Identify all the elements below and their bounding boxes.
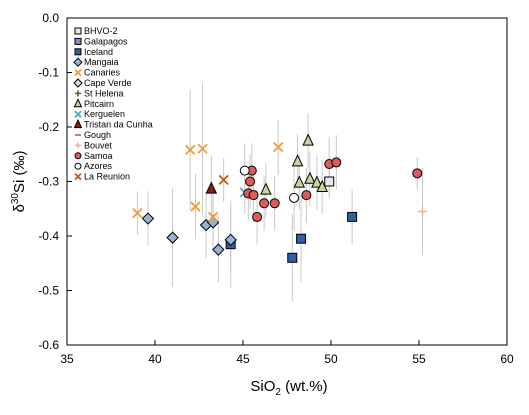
x-axis-title: SiO2 (wt.%) [250, 378, 327, 398]
x-tick-label: 60 [500, 352, 514, 366]
point-iceland [287, 252, 298, 263]
legend-marker-bouvet [75, 142, 81, 149]
x-tick-label: 55 [412, 352, 426, 366]
legend-label-mangaia: Mangaia [84, 57, 119, 67]
legend-label-canaries: Canaries [84, 68, 121, 78]
point-samoa [412, 168, 423, 179]
legend-marker-pitcairn [73, 98, 83, 108]
legend-label-bhvo-2: BHVO-2 [84, 26, 118, 36]
point-iceland [296, 233, 307, 244]
legend-label-kerguelen: Kerguelen [84, 109, 125, 119]
point-pitcairn [304, 171, 316, 184]
legend-label-st-helena: St Helena [84, 88, 124, 98]
legend-label-samoa: Samoa [84, 151, 113, 161]
point-bhvo-2 [324, 176, 335, 187]
legend-marker-galapagos [74, 37, 82, 45]
legend-marker-mangaia [73, 57, 83, 67]
legend-label-galapagos: Galapagos [84, 36, 128, 46]
point-pitcairn [293, 175, 306, 188]
legend-marker-st-helena [75, 90, 81, 97]
legend-label-pitcairn: Pitcairn [84, 99, 114, 109]
point-azores [289, 192, 300, 203]
y-tick-label: 0.0 [42, 11, 59, 25]
point-canaries [273, 142, 284, 153]
legend-marker-kerguelen [74, 110, 82, 118]
error-bars [136, 83, 424, 302]
point-samoa [248, 190, 259, 201]
legend-marker-samoa [74, 152, 82, 160]
legend-marker-azores [74, 162, 82, 170]
point-canaries [190, 201, 201, 212]
plot-frame [66, 17, 508, 346]
point-mangaia [224, 233, 237, 247]
point-pitcairn [291, 154, 304, 167]
point-la-reunion [218, 174, 229, 186]
y-tick-label: -0.2 [38, 120, 59, 134]
y-tick-label: -0.3 [38, 175, 59, 189]
axes: 35 40 45 50 55 60 0.0 -0.1 -0.2 -0.3 -0.4 -0.5 -0.6 [38, 11, 514, 366]
legend-marker-la-reunion [74, 172, 82, 181]
legend-label-iceland: Iceland [84, 47, 113, 57]
y-tick-label: -0.1 [38, 66, 59, 80]
point-samoa [245, 176, 256, 187]
point-mangaia [141, 212, 155, 225]
point-samoa [252, 211, 263, 222]
point-samoa [301, 190, 312, 201]
axis-titles: SiO2 (wt.%) δ30Si (‰) [10, 151, 328, 398]
point-pitcairn [311, 175, 323, 188]
point-bouvet [418, 206, 428, 216]
point-samoa [259, 198, 270, 209]
legend-label-la-reunion: La Reunion [84, 172, 130, 182]
x-tick-label: 40 [148, 352, 162, 366]
legend-label-azores: Azores [84, 161, 113, 171]
point-canaries [207, 211, 219, 223]
legend-marker-bhvo-2 [74, 27, 82, 35]
point-pitcairn [302, 133, 314, 146]
point-canaries [132, 207, 143, 219]
legend-marker-canaries [74, 68, 82, 77]
y-tick-label: -0.4 [38, 229, 59, 243]
point-mangaia [212, 243, 225, 256]
legend-marker-tristan-da-cunha [73, 118, 83, 129]
point-azores [239, 165, 250, 176]
x-tick-label: 50 [324, 352, 338, 366]
y-axis-title: δ30Si (‰) [10, 151, 28, 213]
y-tick-label: -0.5 [38, 284, 59, 298]
y-tick-label: -0.6 [38, 338, 59, 352]
point-canaries [185, 144, 196, 156]
point-samoa [331, 157, 342, 168]
point-pitcairn [260, 182, 272, 195]
legend: BHVO-2GalapagosIcelandMangaiaCanariesCap… [73, 26, 153, 182]
data-markers [132, 133, 428, 263]
legend-label-cape-verde: Cape Verde [84, 78, 132, 88]
point-tristan-da-cunha [205, 181, 218, 194]
legend-label-tristan-da-cunha: Tristan da Cunha [84, 120, 153, 130]
point-iceland [347, 211, 358, 222]
point-mangaia [166, 231, 179, 244]
legend-label-gough: Gough [84, 130, 111, 140]
legend-marker-iceland [74, 48, 82, 56]
point-canaries [197, 143, 208, 154]
x-tick-label: 35 [60, 352, 74, 366]
legend-label-bouvet: Bouvet [84, 140, 113, 150]
point-pitcairn [316, 179, 328, 192]
legend-marker-cape-verde [73, 78, 83, 88]
x-tick-label: 45 [236, 352, 250, 366]
point-samoa [269, 198, 280, 209]
